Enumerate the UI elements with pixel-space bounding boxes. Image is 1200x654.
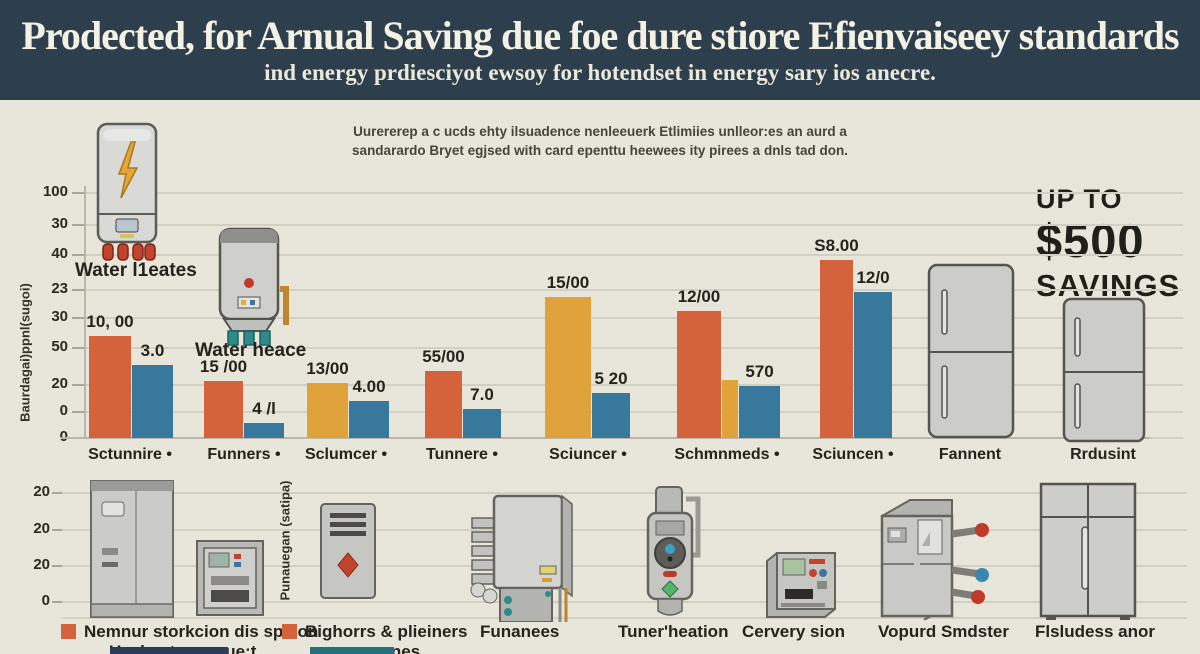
- heat-pump-pipes-icon: [874, 494, 990, 620]
- wall-furnace-icon: [318, 501, 378, 601]
- small-freezer-icon: [194, 538, 266, 618]
- y-tick-mark: [52, 529, 62, 531]
- thermostat-icon: [640, 485, 706, 617]
- y-tick-mark: [52, 492, 62, 494]
- y-tick-label: 20: [6, 556, 50, 573]
- legend-label: Flsludess anor: [1035, 622, 1155, 642]
- refrigerator-fannent-icon: [926, 262, 1016, 440]
- gas-water-heater-icon: [214, 225, 290, 347]
- legend-item: Tuner'heation: [618, 622, 728, 642]
- y-tick-mark: [52, 565, 62, 567]
- bottom-chart-ylabel: Punauegan (satipa): [278, 471, 293, 611]
- boiler-icon: [464, 488, 576, 622]
- gridline: [62, 492, 1187, 494]
- legend-swatch: [282, 624, 297, 639]
- top-chart-ylabel: Baurdagai)ppnl(sugoi): [18, 283, 33, 423]
- legend-item: Nemnur storkcion dis speionUscheet comnu…: [61, 622, 318, 642]
- cutoff-strip-right: [310, 647, 394, 654]
- refrigerator-rrdusint-icon: [1061, 296, 1147, 444]
- double-fridge-icon: [1038, 481, 1138, 621]
- legend-label: Bighorrs & plieiners: [305, 622, 467, 642]
- legend-swatch: [61, 624, 76, 639]
- electric-water-heater-icon: [95, 122, 159, 264]
- y-tick-label: 0: [6, 592, 50, 609]
- electric-water-heater-label: Water l1eates: [75, 260, 185, 282]
- infographic-canvas: Prodected, for Arnual Saving due foe dur…: [0, 0, 1200, 654]
- y-tick-label: 20: [6, 483, 50, 500]
- legend-label: Tuner'heation: [618, 622, 728, 642]
- gas-water-heater-label: Water heace: [195, 340, 305, 362]
- legend-item: Cervery sion: [742, 622, 845, 642]
- y-tick-label: 20: [6, 520, 50, 537]
- legend-item: Funanees: [480, 622, 559, 642]
- legend-label: Vopurd Smdster: [878, 622, 1009, 642]
- bottom-chart: 20 20 20 0 Nemnur storkcion dis speionUschee…: [0, 0, 1200, 654]
- legend-item: Vopurd Smdster: [878, 622, 1009, 642]
- cabinet-fridge-icon: [88, 478, 176, 620]
- legend-label: Funanees: [480, 622, 559, 642]
- cutoff-strip-left: [110, 647, 228, 654]
- control-panel-icon: [761, 551, 841, 619]
- legend-label: Cervery sion: [742, 622, 845, 642]
- y-tick-mark: [52, 601, 62, 603]
- legend-item: Flsludess anor: [1035, 622, 1155, 642]
- gridline: [62, 529, 1187, 531]
- legend-item: Bighorrs & plieinerssanes: [282, 622, 467, 642]
